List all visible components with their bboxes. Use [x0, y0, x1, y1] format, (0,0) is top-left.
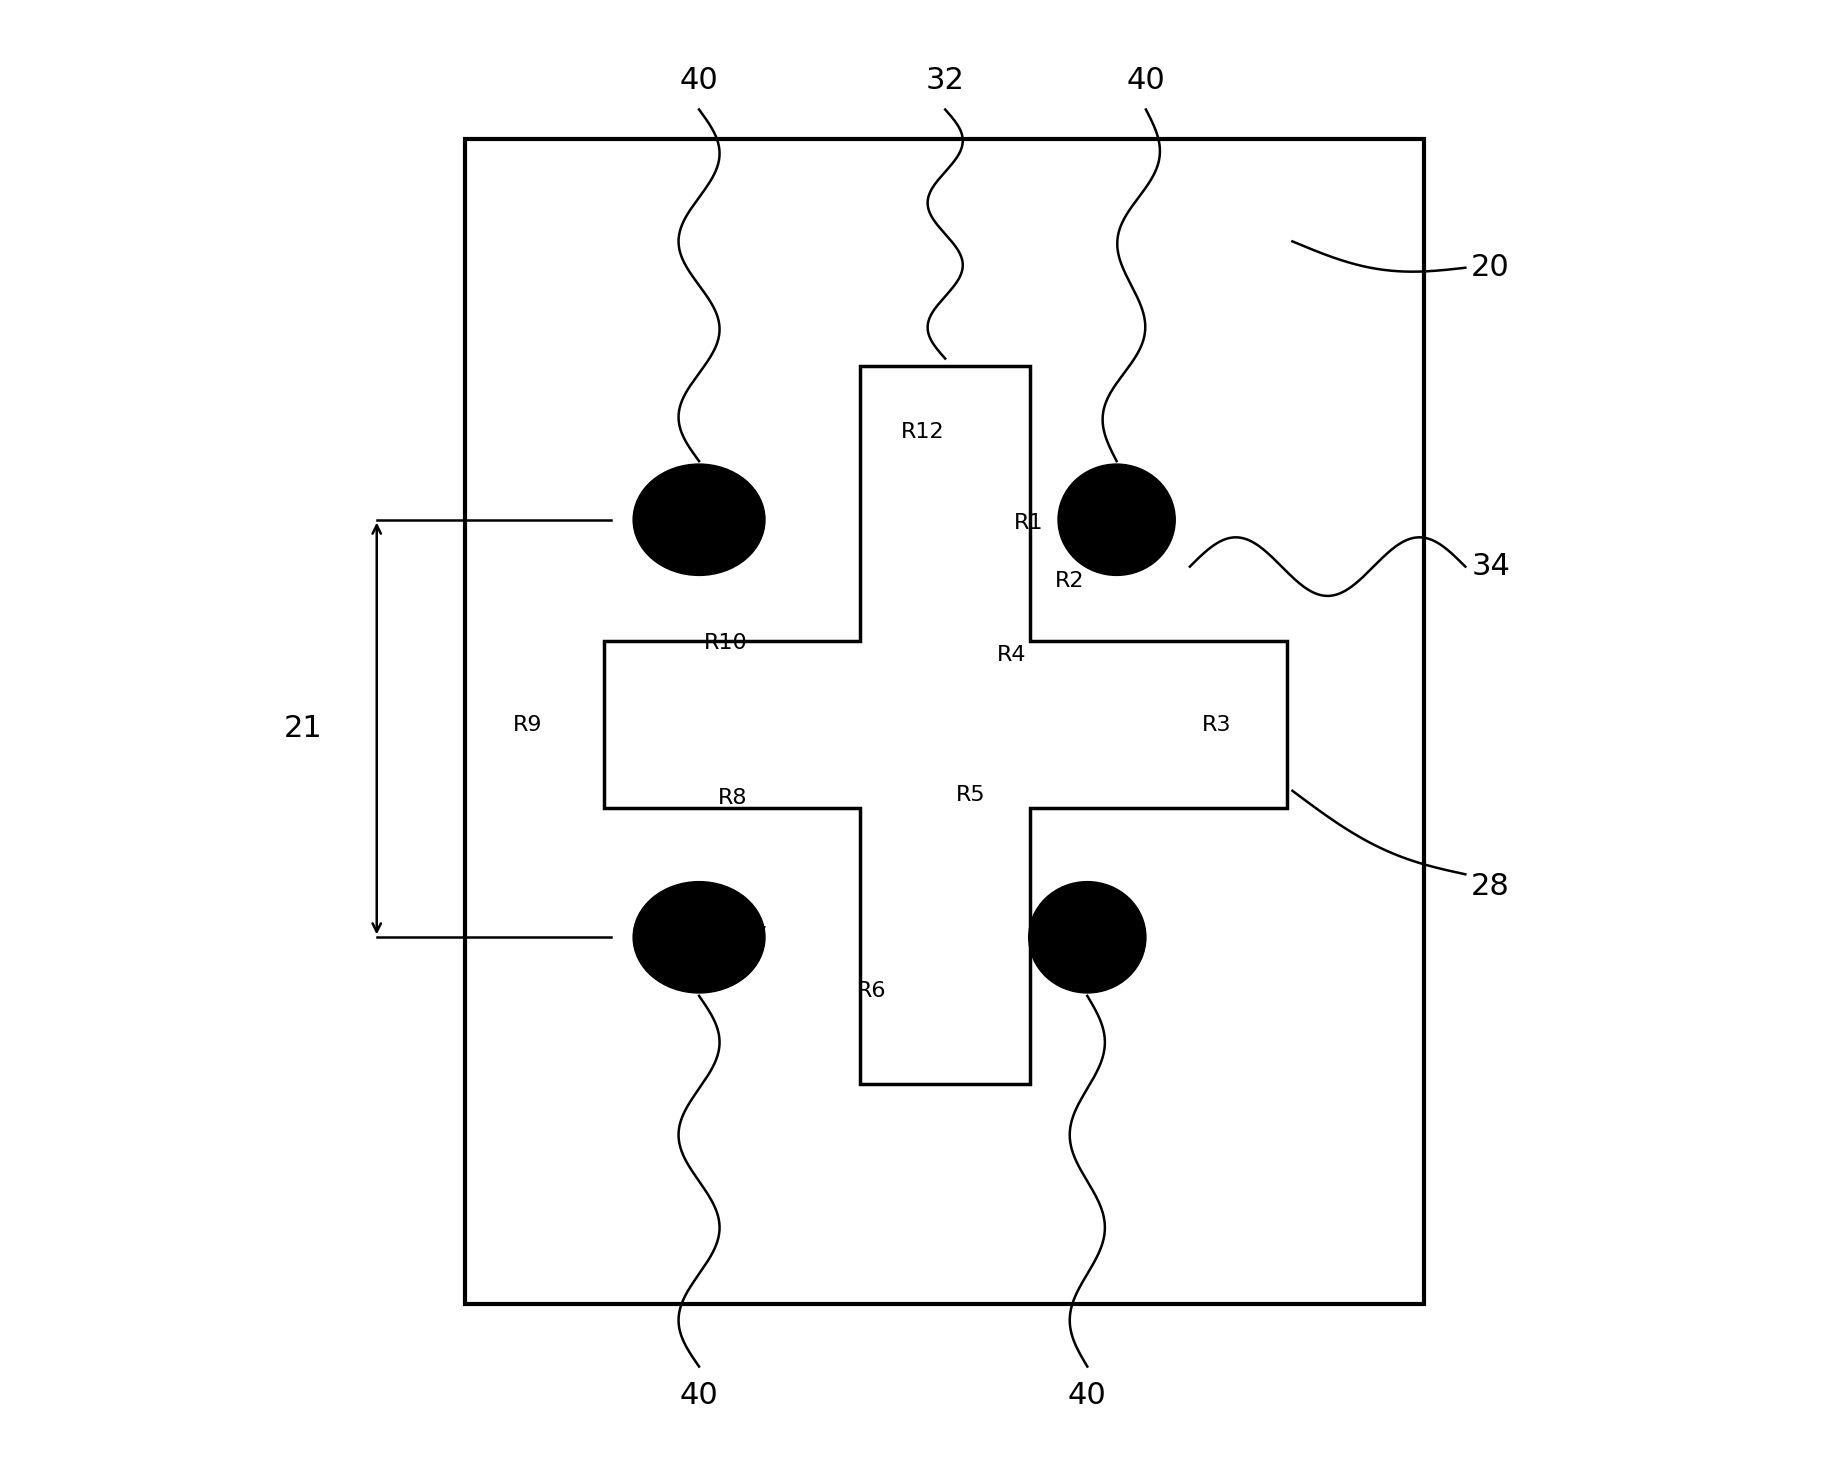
Polygon shape: [603, 365, 1287, 1084]
Text: 34: 34: [1471, 552, 1509, 581]
Text: 21: 21: [284, 714, 323, 742]
Ellipse shape: [633, 881, 766, 992]
Text: R3: R3: [1201, 714, 1231, 735]
Text: 40: 40: [680, 1381, 718, 1409]
Text: R7: R7: [738, 926, 767, 947]
Text: 20: 20: [1471, 253, 1509, 282]
Ellipse shape: [1028, 881, 1147, 992]
Ellipse shape: [1057, 464, 1176, 575]
Text: R6: R6: [857, 982, 886, 1001]
Text: R11: R11: [718, 510, 762, 529]
Text: R12: R12: [901, 422, 944, 442]
Bar: [465, 139, 1424, 1303]
Text: 40: 40: [1068, 1381, 1107, 1409]
Text: R10: R10: [704, 633, 747, 652]
Text: R5: R5: [955, 785, 984, 805]
Text: 40: 40: [680, 67, 718, 95]
Text: R4: R4: [997, 645, 1026, 664]
Text: R8: R8: [718, 788, 747, 808]
Text: 32: 32: [926, 67, 964, 95]
Text: 40: 40: [1127, 67, 1165, 95]
Text: R1: R1: [1014, 513, 1043, 532]
Text: 28: 28: [1471, 871, 1509, 901]
Text: R2: R2: [1056, 571, 1085, 592]
Ellipse shape: [633, 464, 766, 575]
Text: R9: R9: [512, 714, 543, 735]
